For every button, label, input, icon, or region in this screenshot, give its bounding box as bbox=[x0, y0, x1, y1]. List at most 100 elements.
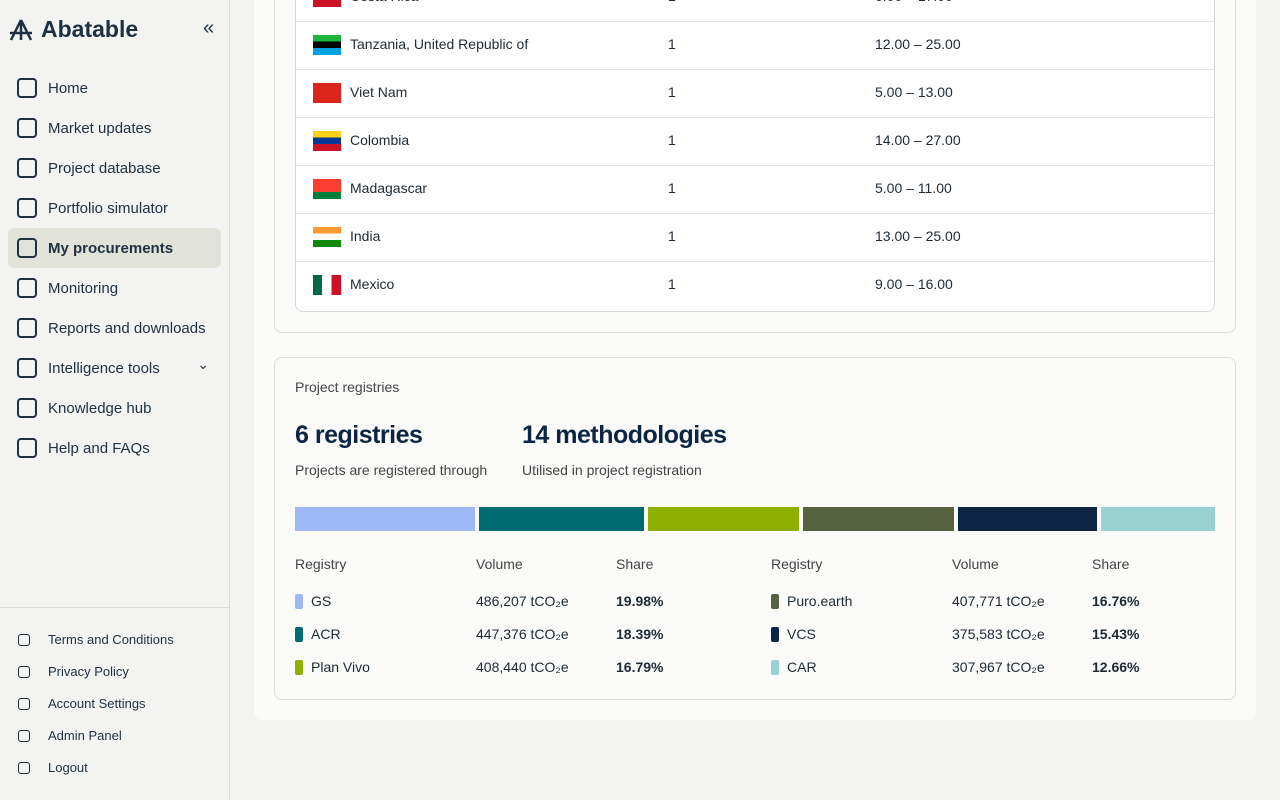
footer-link[interactable]: Account Settings bbox=[48, 696, 146, 711]
legend-swatch bbox=[295, 660, 303, 675]
count: 1 bbox=[668, 132, 676, 148]
country: Madagascar bbox=[350, 180, 428, 196]
country: India bbox=[350, 228, 381, 244]
footer-icon bbox=[18, 698, 30, 710]
nav-label: Help and FAQs bbox=[48, 439, 150, 457]
registry-name: VCS bbox=[787, 626, 816, 642]
registry-name: GS bbox=[311, 593, 332, 609]
column-header: Share bbox=[616, 556, 654, 572]
registry-share: 16.79% bbox=[616, 659, 664, 675]
price-range: 14.00 – 27.00 bbox=[875, 132, 961, 148]
footer-link[interactable]: Admin Panel bbox=[48, 728, 122, 743]
nav-item[interactable]: Market updates bbox=[8, 108, 221, 148]
flag bbox=[313, 227, 341, 247]
registry-volume: 486,207 tCO₂e bbox=[476, 593, 569, 609]
bar-segment bbox=[958, 507, 1098, 531]
footer-link[interactable]: Privacy Policy bbox=[48, 664, 129, 679]
nav-item[interactable]: Intelligence tools ⌄ bbox=[8, 348, 221, 388]
flag bbox=[313, 131, 341, 151]
footer-link[interactable]: Terms and Conditions bbox=[48, 632, 174, 647]
registry-name: ACR bbox=[311, 626, 341, 642]
sidebar: Abatable « Home Market updates Project dat… bbox=[0, 0, 230, 800]
nav-label: Project database bbox=[48, 159, 161, 177]
legend-swatch bbox=[771, 627, 779, 642]
nav-item[interactable]: Home bbox=[8, 68, 221, 108]
registry-volume: 408,440 tCO₂e bbox=[476, 659, 569, 675]
registry-volume: 447,376 tCO₂e bbox=[476, 626, 569, 642]
country: Viet Nam bbox=[350, 84, 408, 100]
registry-share: 18.39% bbox=[616, 626, 664, 642]
stat-value: 6 registries bbox=[295, 421, 423, 449]
registry-name: Puro.earth bbox=[787, 593, 853, 609]
column-header: Volume bbox=[952, 556, 999, 572]
bar-segment bbox=[803, 507, 955, 531]
footer-icon bbox=[18, 666, 30, 678]
stat-caption: Projects are registered through bbox=[295, 462, 488, 478]
registry-volume: 307,967 tCO₂e bbox=[952, 659, 1045, 675]
nav-label: Home bbox=[48, 79, 89, 97]
flag bbox=[313, 83, 341, 103]
count: 1 bbox=[668, 84, 676, 100]
bar-segment bbox=[295, 507, 475, 531]
stat-value: 14 methodologies bbox=[522, 421, 727, 449]
column-header: Registry bbox=[771, 556, 823, 572]
row-divider bbox=[296, 261, 1214, 262]
nav-item[interactable]: Portfolio simulator bbox=[8, 188, 221, 228]
legend-swatch bbox=[771, 594, 779, 609]
nav-icon bbox=[17, 318, 37, 338]
country: Costa Rica bbox=[350, 0, 418, 4]
section-title: Project registries bbox=[295, 379, 400, 395]
count: 1 bbox=[668, 0, 676, 4]
brand-logo bbox=[9, 19, 33, 41]
row-divider bbox=[296, 69, 1214, 70]
price-range: 6.00 – 17.00 bbox=[875, 0, 953, 4]
registry-share: 19.98% bbox=[616, 593, 664, 609]
nav-icon bbox=[17, 198, 37, 218]
price-range: 5.00 – 13.00 bbox=[875, 84, 953, 100]
column-header: Registry bbox=[295, 556, 347, 572]
row-divider bbox=[296, 213, 1214, 214]
nav-icon bbox=[17, 438, 37, 458]
legend-swatch bbox=[295, 594, 303, 609]
bar-segment bbox=[1101, 507, 1215, 531]
column-header: Share bbox=[1092, 556, 1130, 572]
nav-item[interactable]: Knowledge hub bbox=[8, 388, 221, 428]
footer-icon bbox=[18, 762, 30, 774]
registry-name: Plan Vivo bbox=[311, 659, 370, 675]
nav-item[interactable]: Reports and downloads bbox=[8, 308, 221, 348]
country: Tanzania, United Republic of bbox=[350, 36, 529, 52]
nav-icon bbox=[17, 158, 37, 178]
nav-label: Monitoring bbox=[48, 279, 119, 297]
price-range: 5.00 – 11.00 bbox=[875, 180, 952, 196]
footer-link[interactable]: Logout bbox=[48, 760, 88, 775]
nav-item[interactable]: Help and FAQs bbox=[8, 428, 221, 468]
nav-item[interactable]: Monitoring bbox=[8, 268, 221, 308]
nav-label: Market updates bbox=[48, 119, 152, 137]
flag bbox=[313, 0, 341, 7]
count: 1 bbox=[668, 180, 676, 196]
nav-label: Reports and downloads bbox=[48, 319, 206, 337]
flag bbox=[313, 35, 341, 55]
nav-item[interactable]: My procurements bbox=[8, 228, 221, 268]
price-range: 9.00 – 16.00 bbox=[875, 276, 953, 292]
nav-label: Knowledge hub bbox=[48, 399, 152, 417]
registry-volume: 375,583 tCO₂e bbox=[952, 626, 1045, 642]
row-divider bbox=[296, 165, 1214, 166]
nav-icon bbox=[17, 398, 37, 418]
nav-icon bbox=[17, 358, 37, 378]
footer-icon bbox=[18, 730, 30, 742]
count: 1 bbox=[668, 36, 676, 52]
legend-swatch bbox=[771, 660, 779, 675]
footer-icon bbox=[18, 634, 30, 646]
flag bbox=[313, 275, 341, 295]
nav-icon bbox=[17, 278, 37, 298]
nav-item[interactable]: Project database bbox=[8, 148, 221, 188]
nav-icon bbox=[17, 238, 37, 258]
collapse-button[interactable]: « bbox=[203, 17, 215, 39]
column-header: Volume bbox=[476, 556, 523, 572]
row-divider bbox=[296, 21, 1214, 22]
country: Mexico bbox=[350, 276, 395, 292]
chevron: ⌄ bbox=[197, 356, 209, 372]
count: 1 bbox=[668, 228, 676, 244]
